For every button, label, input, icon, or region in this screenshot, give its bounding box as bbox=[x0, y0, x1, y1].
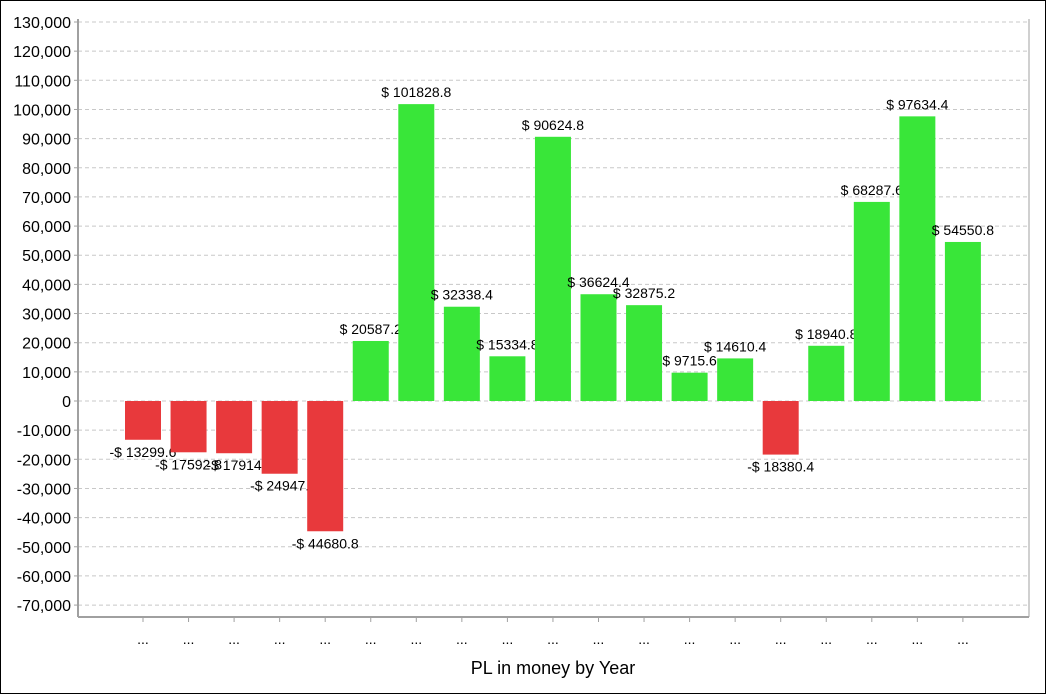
bar bbox=[808, 345, 845, 401]
y-tick-label: -60,000 bbox=[17, 569, 71, 586]
data-label: $ 90624.8 bbox=[522, 117, 584, 133]
x-tick-label: ... bbox=[684, 631, 696, 647]
x-tick-label: ... bbox=[547, 631, 559, 647]
data-label: $ 9715.6 bbox=[662, 353, 717, 369]
bar bbox=[489, 356, 526, 401]
bar bbox=[717, 358, 754, 401]
x-tick-label: ... bbox=[319, 631, 331, 647]
data-label: $ 101828.8 bbox=[381, 84, 451, 100]
x-axis: ........................................… bbox=[78, 19, 1030, 647]
data-label: $ 32338.4 bbox=[431, 287, 493, 303]
y-tick-label: -50,000 bbox=[17, 540, 71, 557]
x-tick-label: ... bbox=[593, 631, 605, 647]
data-label: $ 20587.2 bbox=[340, 321, 402, 337]
data-label: -$ 13299.6 bbox=[110, 444, 177, 460]
data-label: -$ 17592.8 bbox=[155, 456, 222, 472]
x-tick-label: ... bbox=[775, 631, 787, 647]
y-tick-label: 130,000 bbox=[13, 15, 71, 32]
x-tick-label: ... bbox=[365, 631, 377, 647]
bar bbox=[853, 201, 890, 401]
y-tick-label: -30,000 bbox=[17, 481, 71, 498]
x-tick-label: ... bbox=[228, 631, 240, 647]
bar bbox=[170, 401, 207, 453]
bar bbox=[899, 116, 936, 402]
bar bbox=[307, 401, 344, 532]
y-tick-label: 80,000 bbox=[22, 161, 71, 178]
y-tick-label: 120,000 bbox=[13, 44, 71, 61]
bar bbox=[352, 340, 389, 401]
data-label: $ 14610.4 bbox=[704, 338, 766, 354]
x-tick-label: ... bbox=[866, 631, 878, 647]
bar bbox=[261, 401, 298, 474]
data-label: -$ 18380.4 bbox=[747, 459, 814, 475]
y-tick-label: 0 bbox=[62, 394, 71, 411]
data-label: $ 97634.4 bbox=[886, 96, 948, 112]
data-label: $ 36624.4 bbox=[567, 274, 629, 290]
y-tick-label: 110,000 bbox=[14, 73, 71, 90]
y-tick-label: -10,000 bbox=[17, 423, 71, 440]
data-label: $ 54550.8 bbox=[932, 222, 994, 238]
y-tick-label: 30,000 bbox=[22, 307, 71, 324]
x-tick-label: ... bbox=[137, 631, 149, 647]
x-tick-label: ... bbox=[729, 631, 741, 647]
bar bbox=[626, 305, 663, 401]
data-label: $ 18940.8 bbox=[795, 326, 857, 342]
data-label: -$ 24947. bbox=[250, 478, 309, 494]
data-label: -$ 17914 bbox=[206, 457, 261, 473]
x-tick-label: ... bbox=[638, 631, 650, 647]
y-tick-label: 60,000 bbox=[22, 219, 71, 236]
bars: -$ 13299.6-$ 17592.8-$ 17914 -$ 24947. -$ … bbox=[110, 84, 995, 551]
data-label: $ 15334.8 bbox=[476, 336, 538, 352]
y-tick-label: -70,000 bbox=[17, 598, 71, 615]
x-axis-title: PL in money by Year bbox=[471, 658, 635, 678]
y-tick-label: 90,000 bbox=[22, 132, 71, 149]
data-label: $ 32875.2 bbox=[613, 285, 675, 301]
y-tick-label: 20,000 bbox=[22, 336, 71, 353]
x-tick-label: ... bbox=[274, 631, 286, 647]
y-tick-label: -20,000 bbox=[17, 452, 71, 469]
bar bbox=[944, 241, 981, 401]
bar bbox=[580, 294, 617, 401]
x-tick-label: ... bbox=[912, 631, 924, 647]
x-tick-label: ... bbox=[183, 631, 195, 647]
x-tick-label: ... bbox=[502, 631, 514, 647]
bar bbox=[216, 401, 253, 454]
x-tick-label: ... bbox=[456, 631, 468, 647]
y-tick-label: 10,000 bbox=[22, 365, 71, 382]
y-tick-label: 50,000 bbox=[22, 248, 71, 265]
bar bbox=[762, 401, 799, 455]
bar bbox=[443, 306, 480, 401]
bar bbox=[125, 401, 161, 440]
y-tick-label: 70,000 bbox=[22, 190, 71, 207]
y-tick-label: -40,000 bbox=[17, 511, 71, 528]
bar bbox=[534, 136, 571, 401]
data-label: $ 68287.6 bbox=[841, 182, 903, 198]
y-tick-label: 100,000 bbox=[13, 102, 71, 119]
x-tick-label: ... bbox=[820, 631, 832, 647]
bar bbox=[671, 372, 708, 401]
x-tick-label: ... bbox=[957, 631, 969, 647]
x-tick-label: ... bbox=[410, 631, 422, 647]
y-tick-label: 40,000 bbox=[22, 277, 71, 294]
y-axis: 130,000 120,000 110,000 100,000 90,000 80,000… bbox=[13, 15, 79, 617]
data-label: -$ 44680.8 bbox=[292, 535, 359, 551]
bar bbox=[398, 104, 435, 401]
